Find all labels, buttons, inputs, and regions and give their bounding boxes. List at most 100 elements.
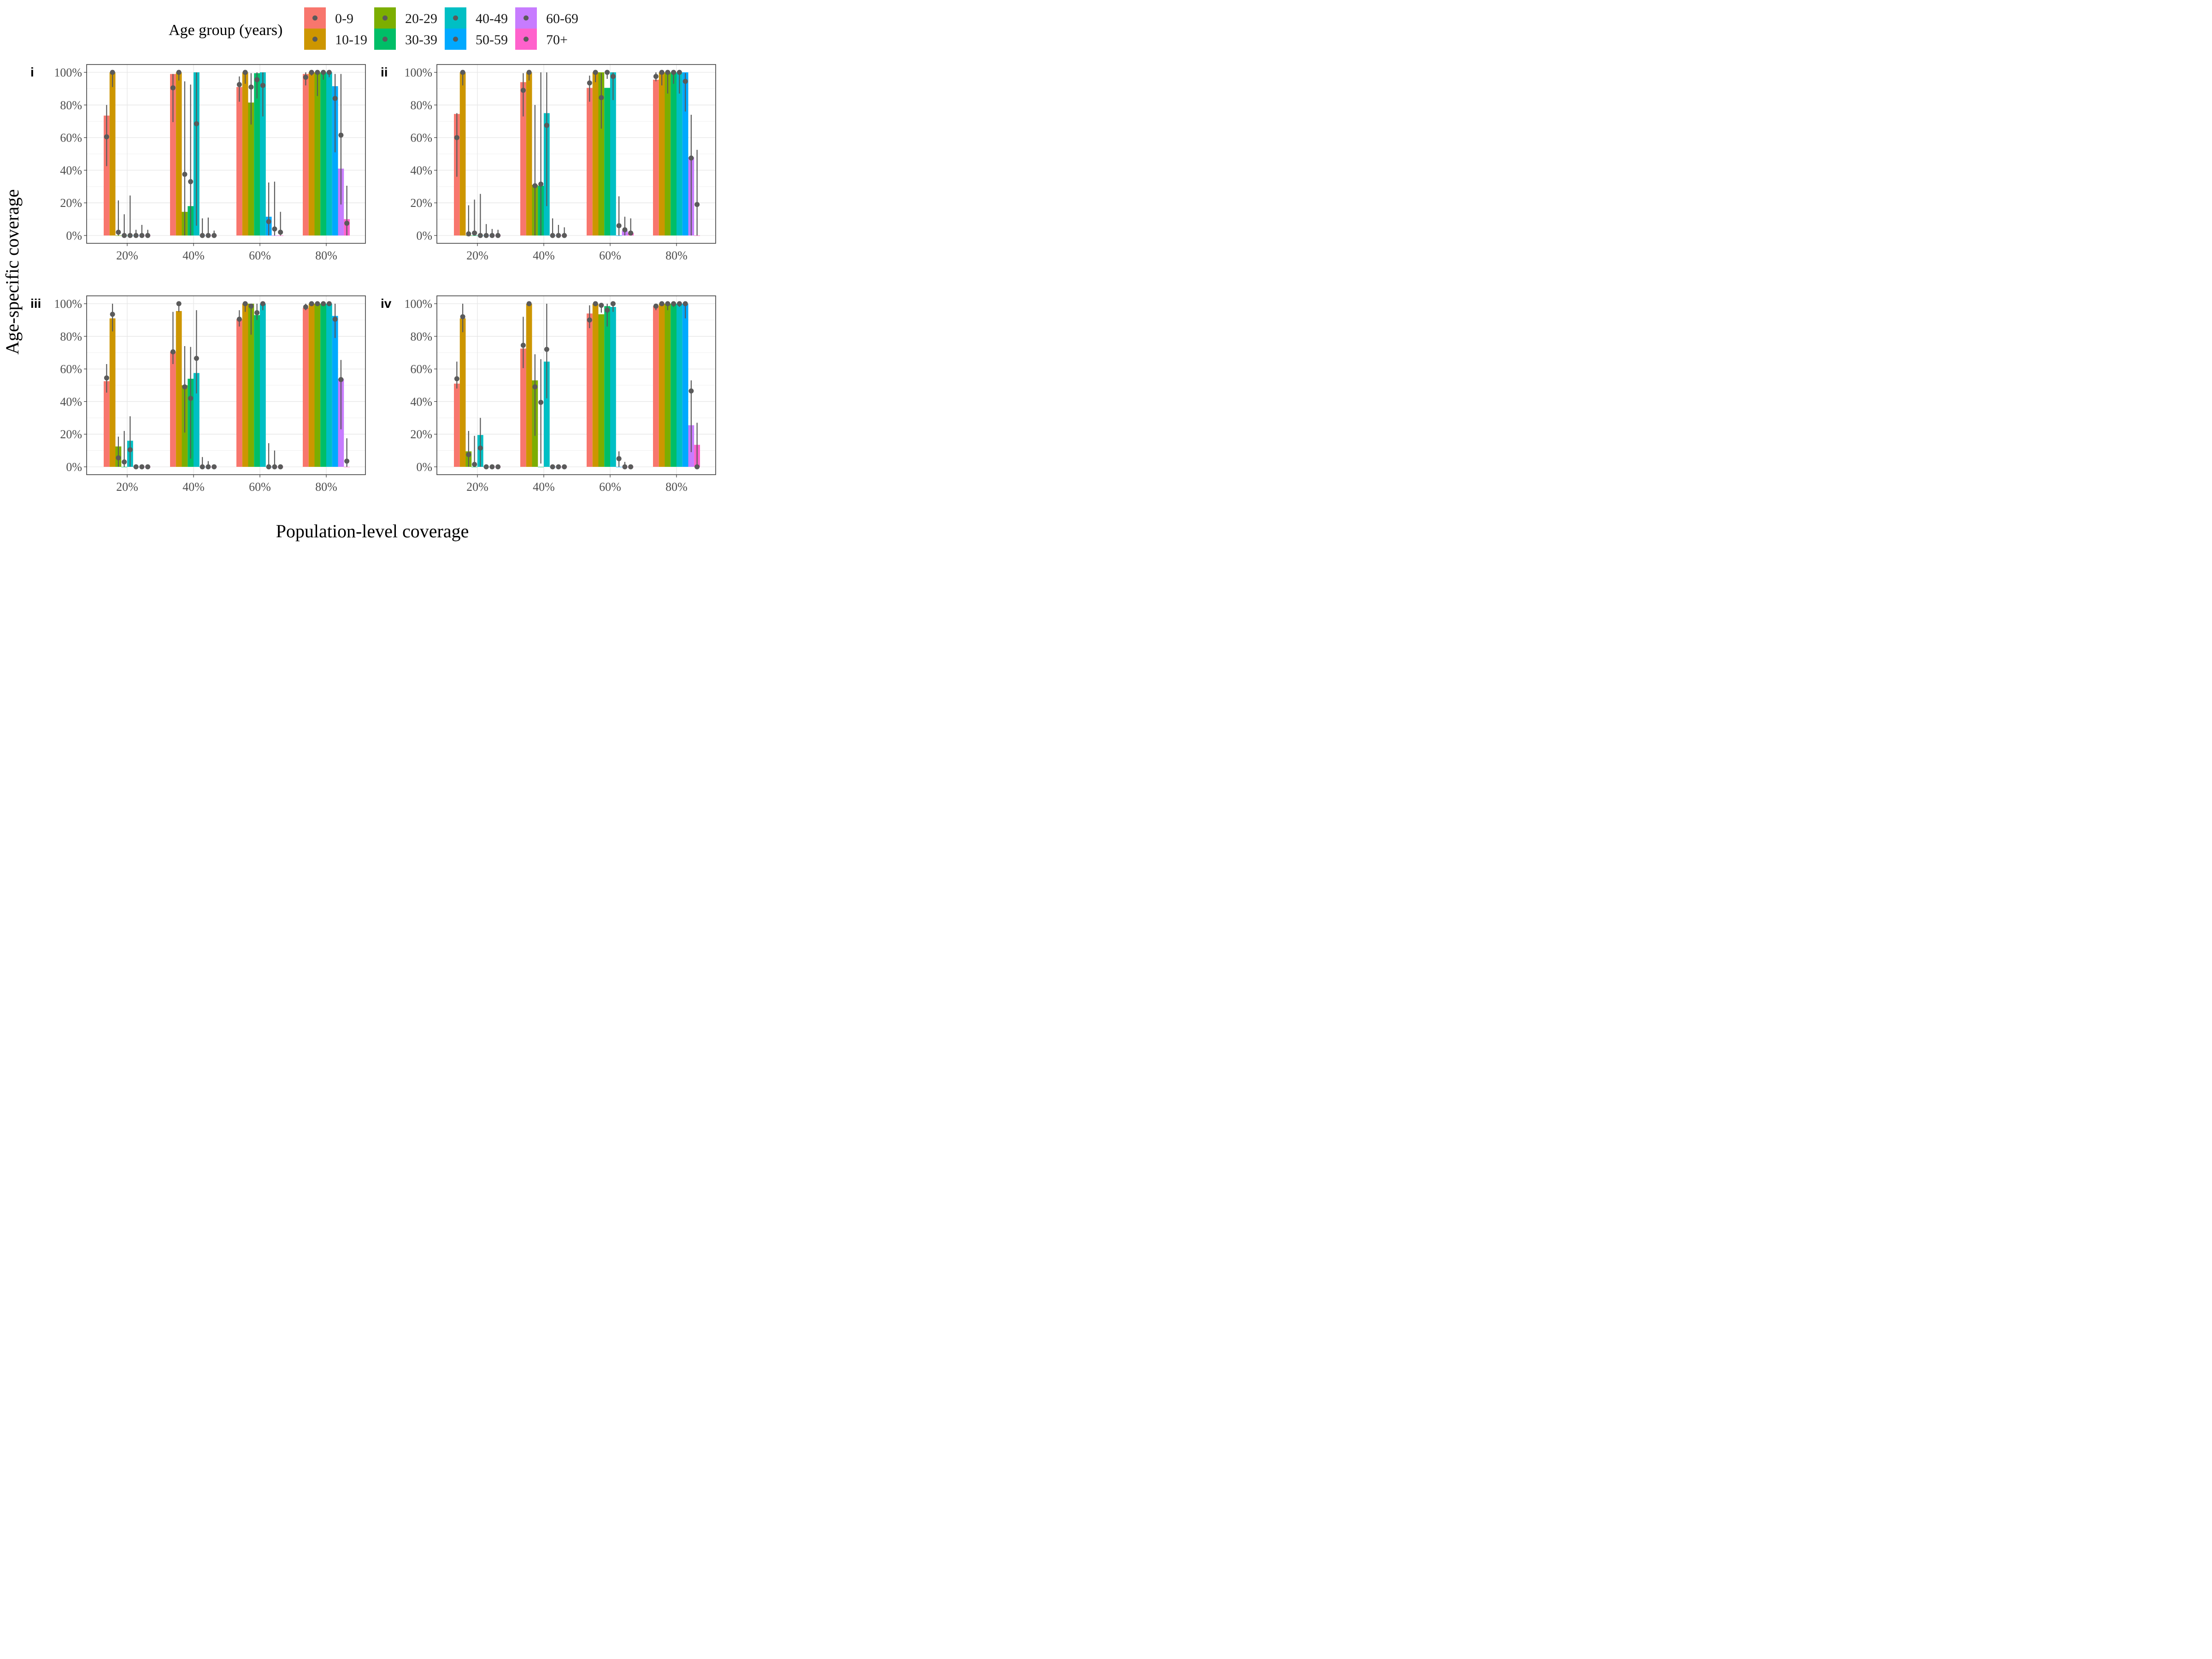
bar [277,235,283,236]
point [303,304,308,310]
bar [236,87,242,236]
point [562,464,567,470]
point [532,384,538,390]
x-tick-label: 80% [665,480,688,494]
point [338,132,344,138]
x-tick-label: 20% [116,480,138,494]
point [145,233,151,238]
legend-label: 40-49 [476,11,508,26]
point [266,219,271,224]
legend-point [453,36,458,42]
legend-key-20-29: 20-29 [374,7,437,29]
legend-key-0-9: 0-9 [304,7,353,29]
bar [308,72,315,235]
point [587,80,592,86]
bar [671,72,677,235]
point [671,301,677,306]
bar [587,88,593,235]
x-tick-label: 40% [533,480,555,494]
bar [254,73,260,235]
point [170,85,176,91]
point [688,155,694,161]
point [489,233,495,238]
point [200,233,205,238]
y-axis-title: Age-specific coverage [2,189,23,355]
bar [109,318,116,467]
bar [254,315,260,467]
bar [314,304,321,467]
legend-point [524,15,529,21]
y-tick-label: 40% [60,164,82,177]
y-tick-label: 60% [410,363,432,376]
bar [598,72,605,235]
point [309,70,314,75]
legend-key-70+: 70+ [515,29,568,50]
point [483,233,489,238]
bar [170,352,176,467]
legend-label: 60-69 [546,11,578,26]
legend-label: 70+ [546,32,568,47]
bar [109,72,116,235]
point [653,74,659,79]
point [145,464,151,470]
y-tick-label: 20% [410,196,432,210]
point [477,445,483,451]
bar [598,314,605,467]
bar [592,304,599,467]
legend-point [453,15,458,21]
legend-label: 20-29 [405,11,437,26]
bar [616,235,622,236]
legend: Age group (years) 0-9 10-19 20-29 30-39 40-4… [169,7,578,50]
legend-key-50-59: 50-59 [445,29,508,50]
point [544,123,549,128]
point [170,349,176,354]
x-tick-label: 80% [665,249,688,262]
legend-key-10-19: 10-19 [304,29,367,50]
point [550,464,555,470]
legend-point [524,36,529,42]
bar [104,115,110,235]
panel-border [436,295,716,475]
bar [610,307,616,467]
bar [303,307,309,467]
x-tick-label: 40% [182,249,205,262]
point [188,179,194,184]
point [520,88,526,93]
legend-key-40-49: 40-49 [445,7,508,29]
y-tick-label: 60% [60,131,82,145]
point [182,171,188,177]
point [321,70,326,75]
point [460,70,465,75]
y-tick-label: 60% [60,363,82,376]
bar [682,72,688,235]
x-tick-label: 20% [116,249,138,262]
bar [176,311,182,467]
y-tick-label: 40% [60,395,82,408]
point [472,230,477,236]
point [677,301,682,306]
point [127,233,133,238]
point [272,464,277,470]
legend-label: 50-59 [476,32,508,47]
bar [665,72,671,235]
bar [308,304,315,467]
point [309,301,314,306]
point [466,452,471,457]
point [260,301,265,306]
point [628,464,634,470]
bar [587,313,593,467]
bar [610,72,616,235]
bar [260,304,266,467]
bar [604,306,610,467]
point [622,464,628,470]
point [332,317,338,322]
point [556,464,561,470]
point [182,384,188,390]
bar [248,102,254,236]
point [122,459,127,465]
point [694,464,700,470]
point [454,135,459,141]
point [188,395,194,401]
point [688,388,694,394]
point [116,455,121,461]
